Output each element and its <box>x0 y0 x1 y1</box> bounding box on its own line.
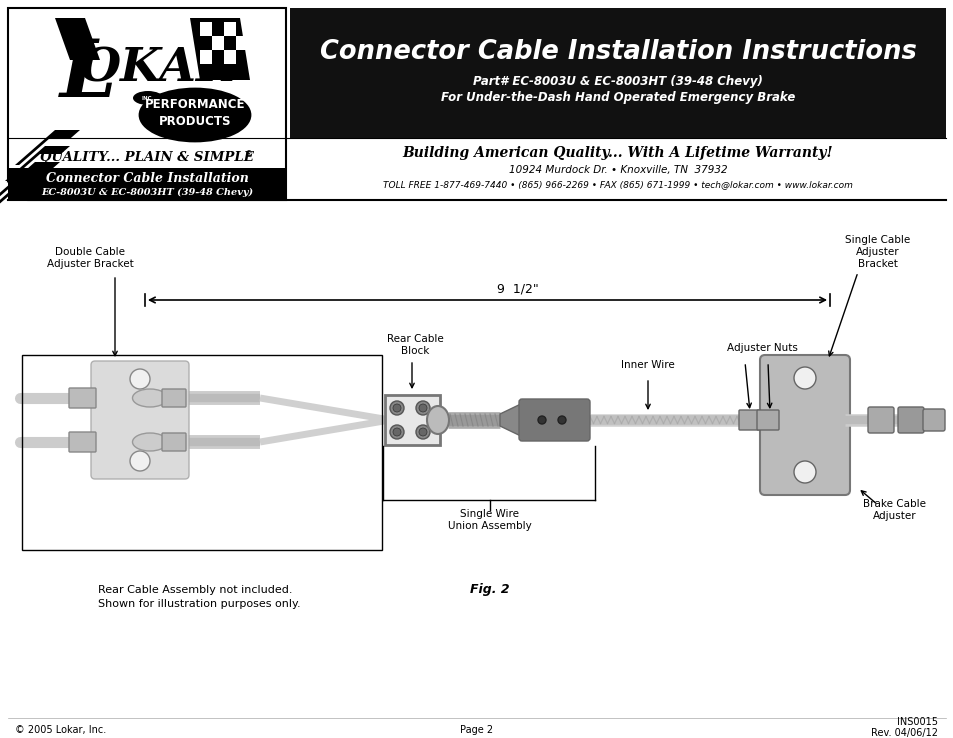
Bar <box>8 8 286 200</box>
Text: QUALITY... PLAIN & SIMPLE: QUALITY... PLAIN & SIMPLE <box>40 151 253 165</box>
Circle shape <box>793 367 815 389</box>
FancyBboxPatch shape <box>760 355 849 495</box>
Ellipse shape <box>132 433 168 451</box>
Text: Building American Quality... With A Lifetime Warranty!: Building American Quality... With A Life… <box>402 146 832 160</box>
Text: Connector Cable Installation Instructions: Connector Cable Installation Instruction… <box>319 39 916 65</box>
Bar <box>22 355 381 550</box>
Circle shape <box>390 425 403 439</box>
Text: OKAR: OKAR <box>80 45 236 91</box>
Polygon shape <box>499 402 524 438</box>
Circle shape <box>393 428 400 436</box>
FancyBboxPatch shape <box>757 410 779 430</box>
Text: Part# EC-8003U & EC-8003HT (39-48 Chevy): Part# EC-8003U & EC-8003HT (39-48 Chevy) <box>473 75 762 89</box>
Circle shape <box>130 369 150 389</box>
Polygon shape <box>0 162 60 197</box>
Circle shape <box>418 428 427 436</box>
Text: For Under-the-Dash Hand Operated Emergency Brake: For Under-the-Dash Hand Operated Emergen… <box>440 92 795 105</box>
Polygon shape <box>190 18 250 80</box>
Text: 9  1/2": 9 1/2" <box>497 282 537 295</box>
Text: Rear Cable Assembly not included.: Rear Cable Assembly not included. <box>98 585 293 595</box>
Bar <box>224 50 235 64</box>
FancyBboxPatch shape <box>867 407 893 433</box>
Polygon shape <box>55 18 100 60</box>
Text: Adjuster Nuts: Adjuster Nuts <box>726 343 797 353</box>
Text: Connector Cable Installation: Connector Cable Installation <box>46 173 248 185</box>
Circle shape <box>416 425 430 439</box>
Polygon shape <box>5 146 70 181</box>
Text: ®: ® <box>245 151 253 159</box>
Circle shape <box>416 401 430 415</box>
Text: Inner Wire: Inner Wire <box>620 360 674 370</box>
Polygon shape <box>0 154 65 189</box>
Circle shape <box>390 401 403 415</box>
Bar <box>200 22 212 36</box>
Text: INC.: INC. <box>141 95 154 100</box>
FancyBboxPatch shape <box>162 433 186 451</box>
Bar <box>385 395 439 445</box>
Bar <box>235 36 248 50</box>
Circle shape <box>793 461 815 483</box>
Text: L: L <box>60 36 116 114</box>
Bar <box>212 36 224 50</box>
Text: Shown for illustration purposes only.: Shown for illustration purposes only. <box>98 599 300 609</box>
Text: EC-8003U & EC-8003HT (39-48 Chevy): EC-8003U & EC-8003HT (39-48 Chevy) <box>41 187 253 196</box>
Circle shape <box>558 416 565 424</box>
Circle shape <box>537 416 545 424</box>
Ellipse shape <box>132 91 163 105</box>
Text: Single Cable
Adjuster
Bracket: Single Cable Adjuster Bracket <box>844 235 910 269</box>
FancyBboxPatch shape <box>69 432 96 452</box>
FancyBboxPatch shape <box>69 388 96 408</box>
FancyBboxPatch shape <box>518 399 589 441</box>
Text: Double Cable
Adjuster Bracket: Double Cable Adjuster Bracket <box>47 247 133 269</box>
Text: Rear Cable
Block: Rear Cable Block <box>386 334 443 356</box>
FancyBboxPatch shape <box>739 410 760 430</box>
Text: © 2005 Lokar, Inc.: © 2005 Lokar, Inc. <box>15 725 106 735</box>
Polygon shape <box>0 178 50 213</box>
Circle shape <box>393 404 400 412</box>
FancyBboxPatch shape <box>91 361 189 479</box>
FancyBboxPatch shape <box>162 389 186 407</box>
Text: Fig. 2: Fig. 2 <box>470 584 509 596</box>
Bar <box>200 50 212 64</box>
Polygon shape <box>15 130 80 165</box>
Text: Rev. 04/06/12: Rev. 04/06/12 <box>870 728 937 738</box>
Text: Brake Cable
Adjuster: Brake Cable Adjuster <box>862 499 925 521</box>
Circle shape <box>130 451 150 471</box>
FancyBboxPatch shape <box>923 409 944 431</box>
Text: Single Wire
Union Assembly: Single Wire Union Assembly <box>448 509 532 531</box>
Ellipse shape <box>132 389 168 407</box>
Bar <box>224 22 235 36</box>
Ellipse shape <box>427 406 449 434</box>
Text: TOLL FREE 1-877-469-7440 • (865) 966-2269 • FAX (865) 671-1999 • tech@lokar.com : TOLL FREE 1-877-469-7440 • (865) 966-226… <box>383 181 852 190</box>
Circle shape <box>418 404 427 412</box>
Text: Page 2: Page 2 <box>460 725 493 735</box>
Text: PERFORMANCE
PRODUCTS: PERFORMANCE PRODUCTS <box>145 98 245 128</box>
Polygon shape <box>0 186 45 221</box>
Text: INS0015: INS0015 <box>896 717 937 727</box>
FancyBboxPatch shape <box>897 407 923 433</box>
Polygon shape <box>0 170 55 205</box>
Bar <box>290 8 945 138</box>
Text: 10924 Murdock Dr. • Knoxville, TN  37932: 10924 Murdock Dr. • Knoxville, TN 37932 <box>508 165 726 175</box>
Bar <box>8 168 286 200</box>
Polygon shape <box>10 138 75 173</box>
Bar <box>290 138 945 200</box>
Ellipse shape <box>140 89 250 141</box>
